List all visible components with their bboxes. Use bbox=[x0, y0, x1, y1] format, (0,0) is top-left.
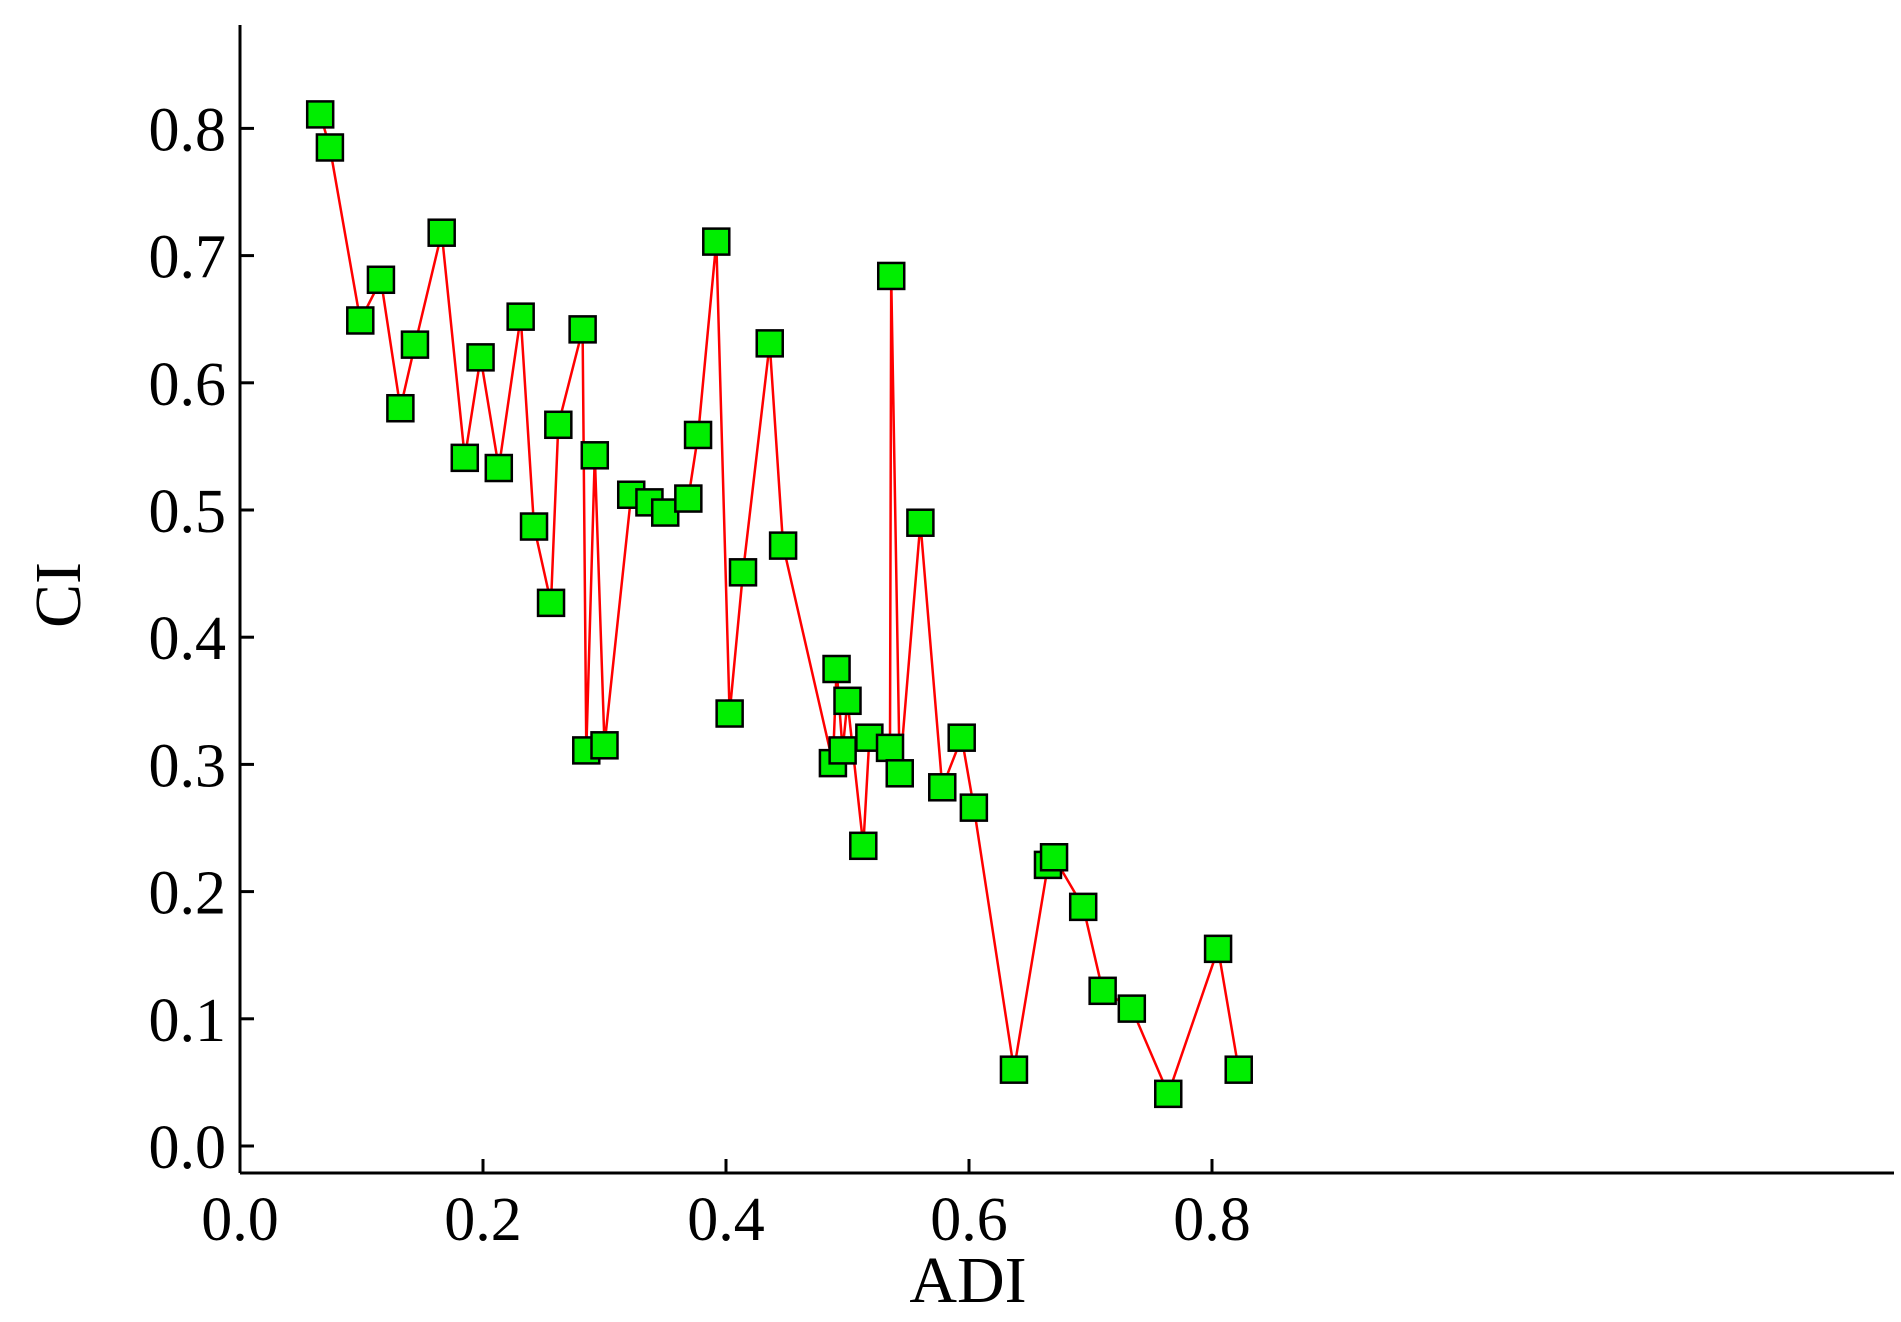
y-tick-label: 0.3 bbox=[149, 732, 227, 800]
data-point bbox=[833, 686, 862, 716]
y-tick-label: 0.4 bbox=[149, 605, 227, 673]
data-point bbox=[702, 227, 731, 256]
y-tick-label: 0.6 bbox=[149, 351, 227, 419]
x-tick-label: 0.0 bbox=[201, 1186, 279, 1254]
x-tick-label: 0.4 bbox=[687, 1186, 765, 1254]
data-point bbox=[450, 443, 480, 473]
x-tick-label: 0.8 bbox=[1173, 1186, 1251, 1254]
axes bbox=[238, 25, 1894, 1175]
data-point bbox=[875, 733, 905, 763]
data-point bbox=[999, 1055, 1029, 1084]
x-tick-label: 0.6 bbox=[930, 1186, 1008, 1254]
data-point bbox=[755, 329, 784, 358]
x-tick-label: 0.2 bbox=[444, 1186, 522, 1254]
data-point bbox=[928, 773, 957, 802]
data-point bbox=[1039, 843, 1069, 872]
data-point bbox=[1154, 1079, 1183, 1109]
data-point bbox=[1203, 934, 1233, 964]
data-point bbox=[580, 441, 610, 470]
data-point bbox=[674, 484, 703, 513]
data-point bbox=[590, 731, 619, 760]
data-point bbox=[386, 393, 415, 423]
data-point bbox=[683, 420, 713, 450]
y-tick-label: 0.2 bbox=[149, 860, 227, 928]
data-point bbox=[484, 453, 514, 483]
y-tick-label: 0.8 bbox=[149, 96, 227, 164]
x-axis-title: ADI bbox=[909, 1244, 1026, 1317]
data-point bbox=[947, 723, 976, 752]
data-point bbox=[828, 736, 857, 765]
data-point bbox=[1117, 994, 1147, 1023]
data-point bbox=[305, 100, 335, 129]
data-point bbox=[568, 315, 597, 344]
y-axis-title: CI bbox=[22, 562, 95, 628]
data-point bbox=[466, 343, 495, 372]
data-point bbox=[876, 261, 906, 291]
y-tick-label: 0.1 bbox=[149, 987, 227, 1055]
data-point bbox=[768, 531, 798, 560]
data-point bbox=[1068, 892, 1098, 922]
data-point bbox=[906, 508, 935, 537]
data-point bbox=[346, 306, 375, 335]
data-point bbox=[544, 410, 573, 440]
data-point bbox=[427, 218, 456, 247]
data-point bbox=[519, 512, 549, 541]
data-point bbox=[1088, 976, 1117, 1006]
data-point bbox=[959, 793, 989, 822]
data-point bbox=[366, 265, 396, 295]
data-point bbox=[715, 699, 744, 728]
y-tick-label: 0.0 bbox=[149, 1114, 227, 1182]
data-point bbox=[536, 588, 566, 618]
data-point bbox=[315, 133, 345, 162]
series-line bbox=[319, 114, 1240, 1096]
data-point bbox=[728, 558, 758, 587]
series bbox=[305, 100, 1253, 1109]
data-point bbox=[1224, 1055, 1253, 1084]
data-point bbox=[849, 831, 878, 861]
data-point bbox=[506, 302, 535, 331]
y-tick-label: 0.5 bbox=[149, 478, 227, 546]
ticks bbox=[238, 126, 1214, 1173]
data-point bbox=[822, 654, 851, 684]
tick-labels: 0.0 0.2 0.4 0.6 0.8 0.0 0.1 0.2 0.3 0.4 0.5 0.6 0.7 0… bbox=[149, 96, 1251, 1254]
y-tick-label: 0.7 bbox=[149, 224, 227, 292]
data-point bbox=[885, 759, 914, 788]
data-point bbox=[400, 330, 430, 359]
